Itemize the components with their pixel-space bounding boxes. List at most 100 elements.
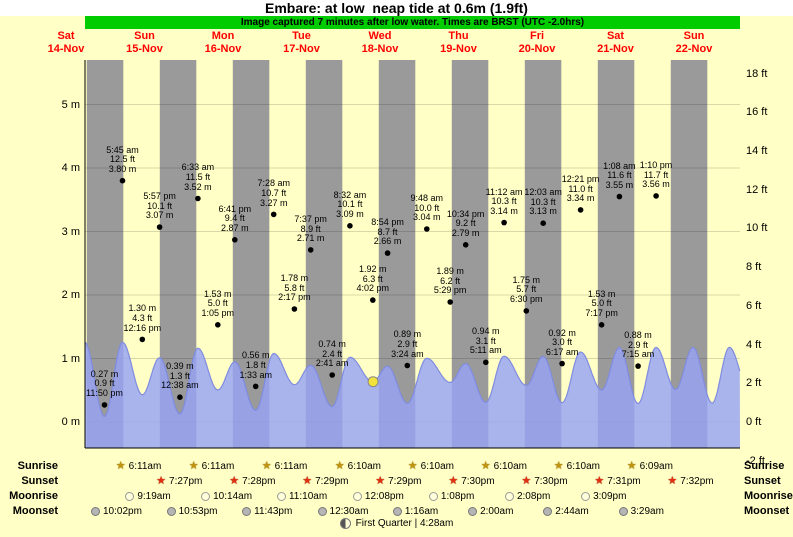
tide-label-line: 5.7 ft bbox=[516, 284, 537, 295]
moonset-time: 12:30am bbox=[329, 505, 369, 517]
sunrise-time: 6:10am bbox=[566, 460, 600, 472]
moonrise-time: 10:14am bbox=[213, 490, 253, 502]
sunrise-entry: ★ 6:11am bbox=[262, 459, 308, 473]
moonrise-icon bbox=[125, 491, 135, 501]
tide-event-label: 0.94 m 3.1 ft 5:11 am bbox=[450, 327, 522, 356]
day-name: Sat bbox=[57, 30, 75, 42]
day-name: Sun bbox=[134, 30, 155, 42]
tide-label-line: 2:17 pm bbox=[278, 292, 311, 303]
tide-label-line: 4.3 ft bbox=[132, 313, 153, 324]
tide-label-line: 0.74 m bbox=[318, 339, 346, 349]
sunset-row-label-left: Sunset bbox=[21, 475, 58, 487]
sunset-entry: ★ 7:31pm bbox=[594, 474, 640, 488]
moonrise-icon bbox=[352, 491, 362, 501]
sunrise-time: 6:10am bbox=[347, 460, 381, 472]
day-date: 15-Nov bbox=[126, 43, 163, 55]
tide-label-line: 6:41 pm bbox=[218, 203, 252, 214]
tide-event-label: 0.92 m 3.0 ft 6:17 am bbox=[526, 328, 598, 358]
moonrise-time: 12:08pm bbox=[364, 490, 404, 502]
day-name: Mon bbox=[211, 30, 235, 42]
tide-label-line: 6:33 am bbox=[181, 162, 215, 173]
moon-phase-label: First Quarter | 4:28am bbox=[355, 518, 454, 529]
tide-label-line: 10.1 ft bbox=[147, 200, 173, 211]
sunset-row-label-right: Sunset bbox=[744, 475, 781, 487]
tide-label-line: 6.2 ft bbox=[440, 275, 461, 286]
day-date: 21-Nov bbox=[597, 43, 634, 55]
sunrise-icon: ★ bbox=[626, 459, 637, 472]
sunset-entry: ★ 7:30pm bbox=[521, 474, 567, 488]
tide-label-line: 2.79 m bbox=[451, 228, 480, 239]
tide-event-label: 0.89 m 2.9 ft 3:24 am bbox=[371, 330, 443, 359]
tide-label-line: 12:38 am bbox=[161, 380, 199, 391]
page-title: Embare: at low neap tide at 0.6m (1.9ft) bbox=[265, 0, 528, 16]
tide-event-label: 6:41 pm 9.4 ft 2.87 m bbox=[199, 203, 271, 234]
tide-label-line: 9:48 am bbox=[410, 192, 444, 203]
tide-label-line: 0.39 m bbox=[166, 361, 194, 372]
tide-event-label: 1.89 m 6.2 ft 5:29 pm bbox=[414, 265, 486, 296]
tide-label-line: 1:10 pm bbox=[639, 159, 673, 170]
tide-label-line: 11.6 ft bbox=[607, 170, 632, 181]
moonrise-entry: 11:10am bbox=[276, 489, 327, 503]
tide-label-line: 0.88 m bbox=[624, 330, 652, 341]
tide-event-label: 9:48 am 10.0 ft 3.04 m bbox=[391, 192, 463, 223]
y-axis-label-right: 14 ft bbox=[746, 145, 768, 158]
tide-event-label: 1:08 am 11.6 ft 3.55 m bbox=[583, 160, 655, 191]
sunset-icon: ★ bbox=[521, 474, 532, 487]
tide-label-line: 0.9 ft bbox=[94, 378, 115, 389]
tide-label-line: 10.7 ft bbox=[261, 187, 287, 198]
moonset-icon bbox=[317, 506, 327, 516]
sunrise-icon: ★ bbox=[261, 459, 272, 472]
moonset-time: 2:00am bbox=[480, 505, 514, 517]
tide-event-label: 0.27 m 0.9 ft 11:50 pm bbox=[68, 369, 140, 399]
tide-label-line: 9.4 ft bbox=[224, 213, 245, 224]
y-axis-label-left: 1 m bbox=[61, 352, 80, 365]
moonset-time: 1:16am bbox=[404, 505, 439, 517]
moonrise-time: 3:09pm bbox=[593, 490, 627, 502]
tide-label-line: 12:21 pm bbox=[561, 173, 600, 184]
moonrise-icon bbox=[428, 491, 438, 501]
tide-event-label: 1.75 m 5.7 ft 6:30 pm bbox=[490, 275, 562, 305]
tide-label-line: 1.89 m bbox=[436, 265, 464, 276]
day-date: 16-Nov bbox=[204, 43, 242, 55]
tide-label-line: 1:05 pm bbox=[201, 308, 235, 319]
sunset-entry: ★ 7:29pm bbox=[302, 474, 348, 488]
day-date: 18-Nov bbox=[361, 43, 399, 55]
sunrise-time: 6:11am bbox=[201, 460, 235, 472]
day-header: Thu 19-Nov bbox=[423, 30, 495, 56]
sunset-time: 7:29pm bbox=[388, 475, 422, 487]
tide-label-line: 2.4 ft bbox=[322, 348, 343, 359]
moonrise-entry: 1:08pm bbox=[428, 489, 474, 503]
tide-event-label: 0.39 m 1.3 ft 12:38 am bbox=[144, 362, 216, 391]
moonset-time: 11:43pm bbox=[254, 505, 293, 517]
moonrise-entry: 3:09pm bbox=[581, 489, 626, 503]
tide-label-line: 1.92 m bbox=[358, 264, 387, 275]
day-date: 14-Nov bbox=[47, 43, 85, 55]
moonset-icon bbox=[242, 506, 252, 516]
sunset-entry: ★ 7:29pm bbox=[375, 474, 421, 488]
moonrise-icon bbox=[581, 491, 591, 501]
tide-label-line: 0.94 m bbox=[471, 326, 500, 337]
moonset-entry: 1:16am bbox=[392, 504, 439, 518]
day-header: Wed 18-Nov bbox=[344, 30, 416, 56]
moon-phase-row: First Quarter | 4:28am bbox=[0, 518, 793, 529]
tide-label-line: 6.3 ft bbox=[362, 273, 383, 284]
tide-label-line: 1:08 am bbox=[603, 160, 636, 171]
tide-label-line: 9.2 ft bbox=[455, 218, 476, 229]
tide-event-label: 8:32 am 10.1 ft 3.09 m bbox=[314, 190, 386, 220]
day-header: Sat 21-Nov bbox=[580, 30, 652, 56]
y-axis-label-right: 0 ft bbox=[746, 416, 762, 428]
sunset-icon: ★ bbox=[667, 474, 678, 487]
day-header: Fri 20-Nov bbox=[501, 30, 573, 56]
tide-event-label: 12:03 am 10.3 ft 3.13 m bbox=[507, 188, 579, 217]
tide-label-line: 5:11 am bbox=[469, 345, 502, 356]
tide-label-line: 2:41 am bbox=[315, 358, 349, 369]
y-axis-label-right: 6 ft bbox=[746, 299, 762, 312]
moonrise-icon bbox=[201, 491, 211, 501]
tide-label-line: 7:37 pm bbox=[294, 213, 327, 224]
moonset-time: 3:29am bbox=[630, 505, 664, 517]
tide-label-line: 5.0 ft bbox=[207, 298, 228, 309]
tide-label-line: 10.3 ft bbox=[530, 196, 556, 207]
sunrise-icon: ★ bbox=[115, 459, 126, 472]
tide-event-label: 1.53 m 5.0 ft 7:17 pm bbox=[566, 289, 638, 319]
tide-label-line: 8:54 pm bbox=[371, 217, 404, 228]
